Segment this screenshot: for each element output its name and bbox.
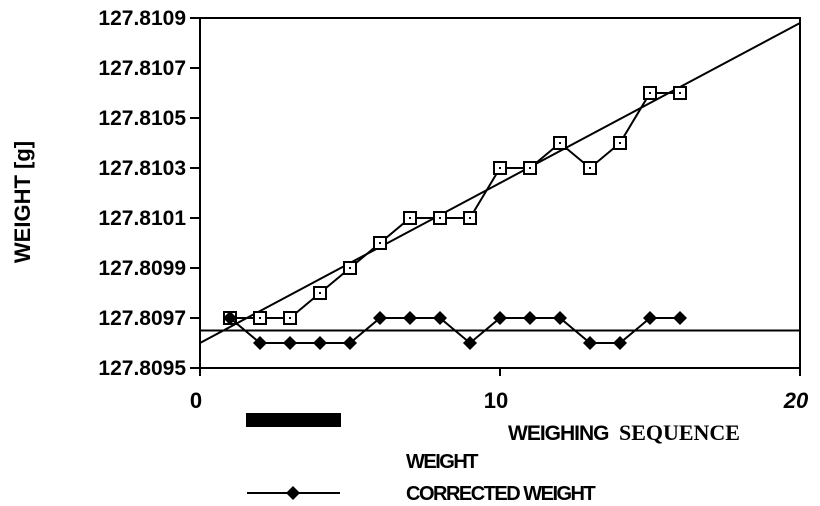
data-point [343,336,357,350]
x-axis-label: WEIGHING SEQUENCE [508,420,740,445]
data-point-center [439,217,441,219]
data-point [433,311,447,325]
data-point [493,311,507,325]
data-point [643,311,657,325]
y-tick-label: 127.8103 [98,157,186,180]
y-tick-label: 127.8099 [98,257,186,280]
data-point [613,336,627,350]
series-line [230,92,680,319]
y-tick-label: 127.8107 [98,57,186,80]
data-point [553,311,567,325]
fit-lines [199,22,801,344]
x-axis-label-part1: WEIGHING [508,422,609,445]
y-tick-label: 127.8101 [98,207,186,230]
y-tick-label: 127.8095 [98,357,186,380]
data-point-center [649,92,651,94]
data-point-center [349,267,351,269]
y-tick-label: 127.8105 [98,107,186,130]
series-weight [223,86,687,325]
x-tick-label: 20 [783,388,809,413]
x-tick-labels: 0 10 20 [190,368,809,413]
data-point-center [679,92,681,94]
y-tick-label: 127.8097 [98,307,186,330]
series-corrected-weight [223,311,687,350]
data-point-center [379,242,381,244]
x-tick-label: 10 [484,388,508,413]
legend-label-weight: WEIGHT [406,451,478,473]
data-point [523,311,537,325]
fit-line [199,22,801,344]
data-point-center [409,217,411,219]
y-tick-label: 127.8109 [98,7,186,30]
data-point [283,336,297,350]
legend-marker-diamond [286,486,300,500]
y-axis-label: WEIGHT [g] [10,141,35,263]
series-line [229,317,680,345]
data-point [403,311,417,325]
legend-swatch-weight [246,413,341,427]
x-axis-label-part2: SEQUENCE [619,420,740,445]
data-point-center [319,292,321,294]
data-point [463,336,477,350]
data-point-center [469,217,471,219]
data-point-center [529,167,531,169]
data-point [673,311,687,325]
data-point [253,336,267,350]
data-point-center [589,167,591,169]
plot-frame [199,17,801,369]
legend-label-corrected-weight: CORRECTED WEIGHT [406,483,596,505]
data-point-center [499,167,501,169]
data-point-center [619,142,621,144]
data-point [223,311,237,325]
x-tick-label: 0 [190,388,202,413]
y-tick-labels: 127.8109 127.8107 127.8105 127.8103 127.8101… [98,7,200,380]
legend-entry-corrected-weight: CORRECTED WEIGHT [247,483,597,505]
data-point-center [559,142,561,144]
data-point [373,311,387,325]
data-point [583,336,597,350]
data-point-center [289,317,291,319]
data-point [313,336,327,350]
data-point-center [259,317,261,319]
